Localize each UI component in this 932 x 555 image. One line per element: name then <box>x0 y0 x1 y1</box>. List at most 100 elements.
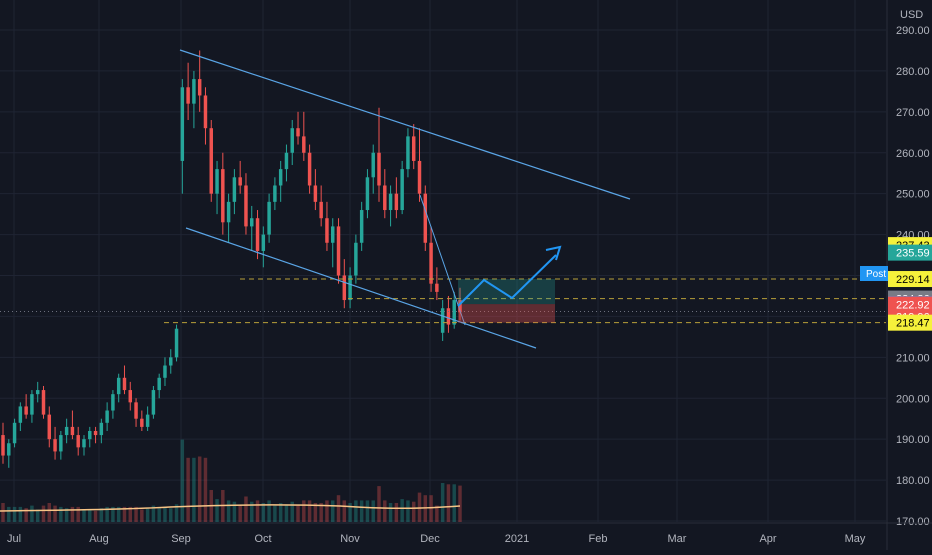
candle-body[interactable] <box>209 128 213 194</box>
candle-body[interactable] <box>47 414 52 440</box>
candle-body[interactable] <box>105 410 109 423</box>
candle-body[interactable] <box>116 377 121 395</box>
candle-body[interactable] <box>406 136 410 170</box>
candle-body[interactable] <box>278 169 283 186</box>
candle-body[interactable] <box>383 185 387 211</box>
candle-body[interactable] <box>342 275 347 301</box>
candle-body[interactable] <box>88 430 92 440</box>
candle-body[interactable] <box>400 169 404 211</box>
candle-body[interactable] <box>1 435 5 456</box>
candle-body[interactable] <box>203 95 208 129</box>
long-position-profit-zone[interactable] <box>458 279 555 305</box>
candle-body[interactable] <box>41 390 46 415</box>
candle-body[interactable] <box>12 422 17 444</box>
candle-body[interactable] <box>261 234 266 251</box>
volume-bar <box>163 506 167 522</box>
candle-body[interactable] <box>197 79 202 96</box>
long-position-loss-zone[interactable] <box>458 304 555 323</box>
candle-body[interactable] <box>250 218 254 227</box>
candle-body[interactable] <box>122 377 127 391</box>
candle-body[interactable] <box>180 87 185 161</box>
candle-body[interactable] <box>221 169 225 223</box>
drawings[interactable] <box>0 49 886 349</box>
candle-body[interactable] <box>411 136 416 161</box>
candle-body[interactable] <box>435 283 439 292</box>
volume-bar <box>70 506 75 522</box>
candle-body[interactable] <box>7 443 11 456</box>
candle-body[interactable] <box>163 365 167 378</box>
candle-body[interactable] <box>151 390 156 415</box>
candle-body[interactable] <box>232 177 237 202</box>
candle-body[interactable] <box>267 201 271 235</box>
candle-body[interactable] <box>296 128 300 137</box>
candle-body[interactable] <box>307 152 312 186</box>
trend-arrow-line[interactable] <box>419 194 466 326</box>
candle-body[interactable] <box>325 218 329 243</box>
candle-body[interactable] <box>423 193 428 243</box>
candle-body[interactable] <box>348 275 352 301</box>
candle-body[interactable] <box>93 430 98 436</box>
candle-body[interactable] <box>359 210 364 243</box>
candle-body[interactable] <box>64 426 69 436</box>
candle-body[interactable] <box>76 435 80 448</box>
channel-lower-line[interactable] <box>185 227 537 349</box>
candle-body[interactable] <box>215 169 219 194</box>
candle-body[interactable] <box>313 185 318 202</box>
candle-body[interactable] <box>18 406 23 423</box>
candle-body[interactable] <box>255 218 260 251</box>
candle-body[interactable] <box>145 414 150 427</box>
volume-bar <box>1 503 5 522</box>
candle-body[interactable] <box>186 87 190 104</box>
candle-body[interactable] <box>24 406 28 415</box>
candle-body[interactable] <box>99 422 104 436</box>
candle-body[interactable] <box>284 152 289 170</box>
candle-body[interactable] <box>336 226 341 276</box>
y-tick-label: 190.00 <box>896 434 930 446</box>
candle-body[interactable] <box>140 418 144 427</box>
candle-body[interactable] <box>394 193 399 211</box>
volume-bar <box>30 505 34 522</box>
candle-body[interactable] <box>377 152 381 186</box>
candles[interactable] <box>1 50 462 468</box>
time-axis[interactable]: Jul Aug Sep Oct Nov Dec 2021 Feb Mar Apr May <box>0 522 932 545</box>
candle-body[interactable] <box>440 308 445 333</box>
candle-body[interactable] <box>226 201 231 223</box>
candle-body[interactable] <box>111 394 115 411</box>
candle-body[interactable] <box>134 402 138 419</box>
candle-body[interactable] <box>238 177 242 186</box>
candle-body[interactable] <box>244 185 248 227</box>
channel-upper-line[interactable] <box>179 49 631 200</box>
candle-body[interactable] <box>35 390 40 395</box>
candle-body[interactable] <box>388 193 393 211</box>
candle-body[interactable] <box>302 136 306 153</box>
candle-body[interactable] <box>192 79 196 104</box>
candle-body[interactable] <box>157 377 161 391</box>
volume-bar <box>174 504 179 522</box>
candle-body[interactable] <box>429 242 433 284</box>
volume-bar <box>359 500 364 522</box>
candle-body[interactable] <box>128 390 133 403</box>
candle-body[interactable] <box>452 300 456 325</box>
candle-body[interactable] <box>273 185 277 202</box>
candle-body[interactable] <box>354 242 358 276</box>
projection-path[interactable] <box>457 254 557 307</box>
candle-body[interactable] <box>174 328 179 358</box>
candle-body[interactable] <box>59 435 63 452</box>
candle-body[interactable] <box>53 439 57 452</box>
candle-body[interactable] <box>458 300 462 313</box>
candle-body[interactable] <box>417 160 422 194</box>
candle-body[interactable] <box>290 128 294 153</box>
candle-body[interactable] <box>169 357 173 366</box>
candle-body[interactable] <box>371 152 375 178</box>
candle-body[interactable] <box>319 201 323 219</box>
candle-body[interactable] <box>446 308 451 325</box>
candle-body[interactable] <box>82 439 86 448</box>
candle-body[interactable] <box>330 226 335 243</box>
candle-body[interactable] <box>365 177 370 211</box>
candle-body[interactable] <box>70 426 75 436</box>
x-tick-label: May <box>845 533 866 545</box>
candle-body[interactable] <box>30 394 34 415</box>
y-tick-label: 210.00 <box>896 352 930 364</box>
